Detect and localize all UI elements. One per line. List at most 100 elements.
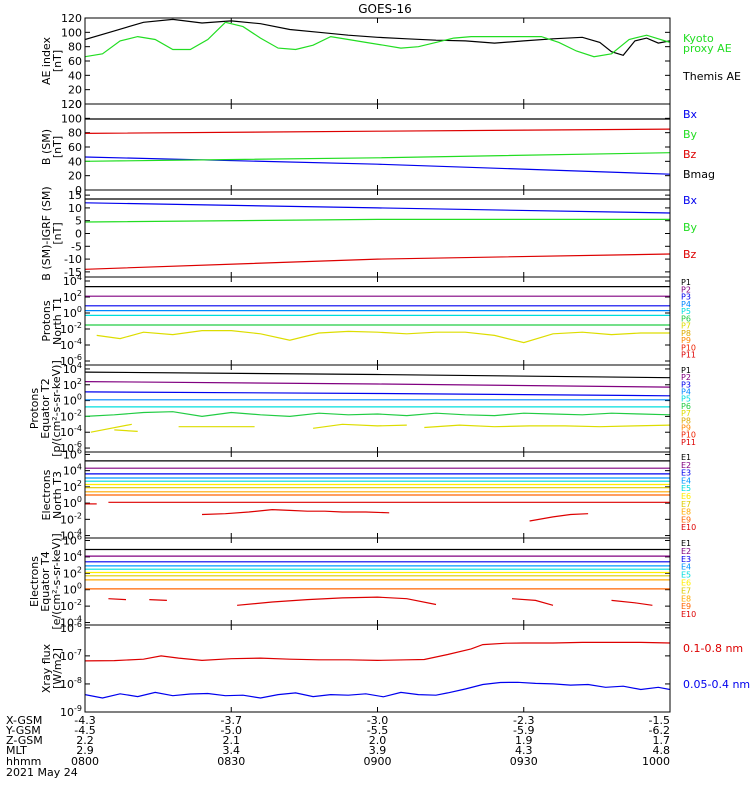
legend-item: 0.1-0.8 nm	[683, 642, 743, 655]
ephemeris-value: 2.2	[76, 734, 94, 747]
legend-item: P4	[681, 300, 691, 309]
series-line-p7	[114, 429, 138, 432]
y-tick-label: 10-6	[60, 620, 82, 635]
y-tick-label: -15	[64, 266, 82, 279]
y-tick-label: 102	[63, 289, 82, 304]
y-tick-label: 10-4	[60, 615, 82, 630]
ephemeris-value: 1000	[642, 755, 670, 768]
series-line-bx	[85, 156, 670, 175]
series-line-e10	[611, 599, 653, 606]
legend-item: E1	[681, 453, 691, 462]
y-tick-label: 10-2	[60, 598, 82, 613]
legend-item: P3	[681, 293, 691, 302]
ephemeris-value: 1.7	[653, 734, 671, 747]
series-group	[85, 460, 670, 522]
y-axis-label: ElectronsNorth T3	[40, 469, 64, 520]
legend-item: By	[683, 221, 698, 234]
y-tick-label: 80	[68, 127, 82, 140]
legend-item: E6	[681, 492, 691, 501]
ephemeris-value: 1.9	[515, 734, 533, 747]
y-tick-label: 120	[61, 98, 82, 111]
y-tick-label: 10-7	[60, 648, 82, 663]
legend-item: P8	[681, 329, 691, 338]
legend-item: Bmag	[683, 168, 715, 181]
y-axis-label: ProtonsEquator T2[p/(cm²-s-sr-keV)]	[28, 360, 63, 457]
series-line-p7	[96, 330, 670, 344]
legend-item: P9	[681, 336, 691, 345]
series-line-by	[85, 218, 670, 223]
series-line-e10	[529, 513, 589, 522]
series-group	[85, 641, 670, 699]
ephemeris-value: -5.0	[221, 724, 242, 737]
ephemeris-value: 4.3	[515, 744, 533, 757]
y-tick-label: 102	[63, 565, 82, 580]
y-tick-label: 20	[68, 170, 82, 183]
plot-title: GOES-16	[358, 2, 412, 16]
y-tick-label: 10-6	[60, 440, 82, 455]
y-tick-label: -5	[71, 240, 82, 253]
series-group	[85, 198, 670, 270]
y-tick-label: 100	[63, 305, 82, 320]
legend-item: Themis AE	[682, 70, 741, 83]
y-tick-label: 15	[68, 189, 82, 202]
ephemeris-value: 0930	[510, 755, 538, 768]
legend-item: P5	[681, 307, 691, 316]
legend-item: 0.05-0.4 nm	[683, 678, 750, 691]
y-tick-label: 100	[63, 582, 82, 597]
panel-frame	[84, 103, 671, 191]
ephemeris-value: 3.9	[369, 744, 387, 757]
y-tick-label: 120	[61, 12, 82, 25]
legend-item: P3	[681, 380, 691, 389]
series-line-p2	[85, 381, 670, 388]
ephemeris-value: -3.7	[221, 714, 242, 727]
y-tick-label: 0	[75, 98, 82, 111]
legend-item: E3	[681, 555, 691, 564]
y-tick-label: 106	[63, 446, 82, 461]
y-tick-label: 10-9	[60, 704, 82, 719]
legend-item: E5	[681, 484, 691, 493]
legend-item: P11	[681, 351, 696, 360]
legend-item: E9	[681, 602, 691, 611]
ephemeris-value: -3.0	[367, 714, 388, 727]
panel-8: 10-6 10-7 10-8 10-9 Xray flux[W/m2] 0.1-0.8 n…	[40, 620, 750, 719]
y-axis-label: ProtonsNorth T1	[40, 297, 64, 345]
legend-item: P1	[681, 278, 691, 287]
legend-item: Bx	[683, 108, 698, 121]
legend-item: E8	[681, 508, 691, 517]
y-tick-label: 10-4	[60, 424, 82, 439]
y-tick-label: 10-6	[60, 353, 82, 368]
legend-item: Bz	[683, 148, 697, 161]
series-line-by	[85, 152, 670, 162]
ephemeris-row-label: Y-GSM	[5, 724, 41, 737]
ephemeris-value: 4.8	[653, 744, 671, 757]
series-group	[85, 18, 670, 58]
legend-item: P6	[681, 314, 691, 323]
series-line-e10	[511, 598, 554, 606]
legend-item: E1	[681, 539, 691, 548]
ephemeris-row-label: Z-GSM	[6, 734, 43, 747]
panel-frame	[84, 17, 671, 105]
series-group	[85, 371, 670, 433]
y-axis-label: ElectronsEquator T4[e/(cm²-s-sr-keV)]	[28, 533, 63, 629]
series-line-bz	[85, 253, 670, 270]
ephemeris-value: 0900	[364, 755, 392, 768]
ephemeris-value: -5.9	[513, 724, 534, 737]
legend-item: E7	[681, 500, 691, 509]
legend-item: P7	[681, 409, 691, 418]
series-line-kyoto-proxy-ae	[85, 21, 670, 58]
ephemeris-value: -4.3	[74, 714, 95, 727]
legend-item: E10	[681, 610, 696, 619]
panel-frame	[84, 276, 671, 366]
legend: Bx By Bz	[683, 194, 698, 261]
ephemeris-row-label: X-GSM	[6, 714, 42, 727]
legend-item: Bz	[683, 248, 697, 261]
ephemeris-table: X-GSM -4.3 -3.7 -3.0 -2.3 -1.5 Y-GSM -4.5 -5.0 -5…	[5, 714, 670, 768]
